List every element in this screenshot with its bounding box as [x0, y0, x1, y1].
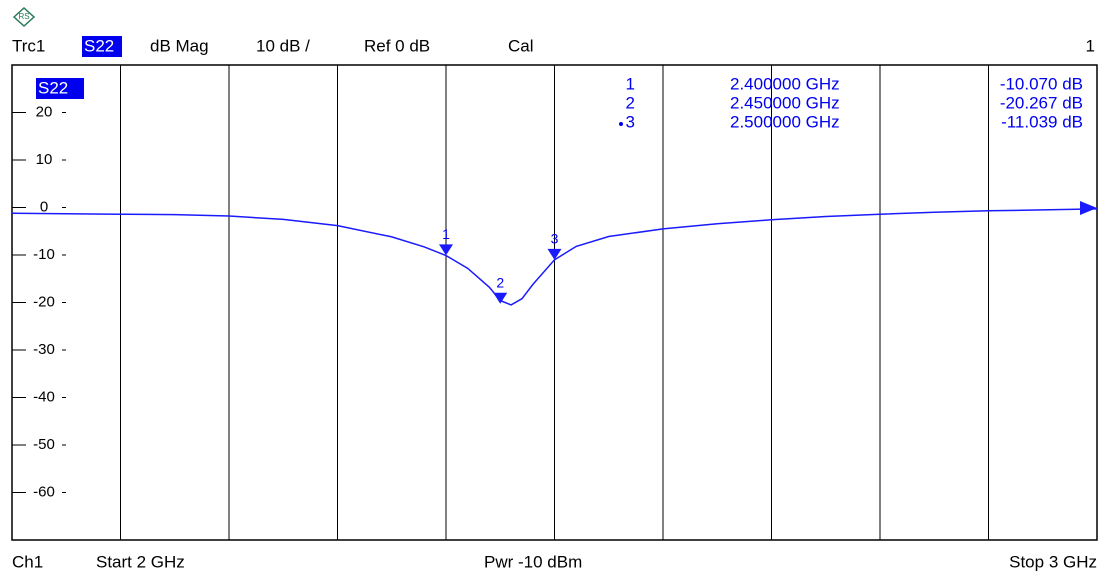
y-tick-label: 20: [36, 103, 53, 120]
marker-table-number: 1: [626, 74, 635, 93]
y-tick-label: -40: [33, 388, 55, 405]
trace-name: Trc1: [12, 36, 45, 55]
format: dB Mag: [150, 36, 209, 55]
y-tick-label: 10: [36, 151, 53, 168]
marker-table-value: -10.070 dB: [1000, 74, 1083, 93]
marker-table-frequency: 2.400000 GHz: [730, 74, 840, 93]
marker-table-value: -20.267 dB: [1000, 93, 1083, 112]
marker-number: 2: [496, 274, 504, 290]
marker-table-number: 3: [626, 112, 635, 131]
scale: 10 dB /: [256, 36, 310, 55]
marker-number: 1: [442, 226, 450, 242]
cal: Cal: [508, 36, 534, 55]
y-tick-label: -30: [33, 341, 55, 358]
svg-text:RS: RS: [18, 12, 29, 21]
window-number: 1: [1086, 36, 1095, 55]
y-tick-label: -60: [33, 483, 55, 500]
reference-arrow: [1080, 201, 1097, 215]
y-tick-label: -20: [33, 293, 55, 310]
vna-screen: RS Trc1 S22 dB Mag 10 dB / Ref 0 dB Cal …: [0, 0, 1109, 576]
marker-table-value: -11.039 dB: [1001, 112, 1083, 131]
trace-label: S22: [38, 78, 68, 97]
marker-table-number: 2: [626, 93, 635, 112]
marker: [548, 249, 562, 260]
power: Pwr -10 dBm: [484, 552, 582, 571]
active-marker-dot: [619, 122, 623, 126]
logo: RS: [14, 8, 34, 26]
stop-frequency: Stop 3 GHz: [1009, 552, 1097, 571]
marker-table-frequency: 2.450000 GHz: [730, 93, 840, 112]
y-tick-label: -10: [33, 246, 55, 263]
start-frequency: Start 2 GHz: [96, 552, 185, 571]
reference: Ref 0 dB: [364, 36, 430, 55]
marker-number: 3: [551, 231, 559, 247]
y-tick-label: -50: [33, 436, 55, 453]
parameter: S22: [84, 36, 114, 55]
channel: Ch1: [12, 552, 43, 571]
marker-table-frequency: 2.500000 GHz: [730, 112, 840, 131]
